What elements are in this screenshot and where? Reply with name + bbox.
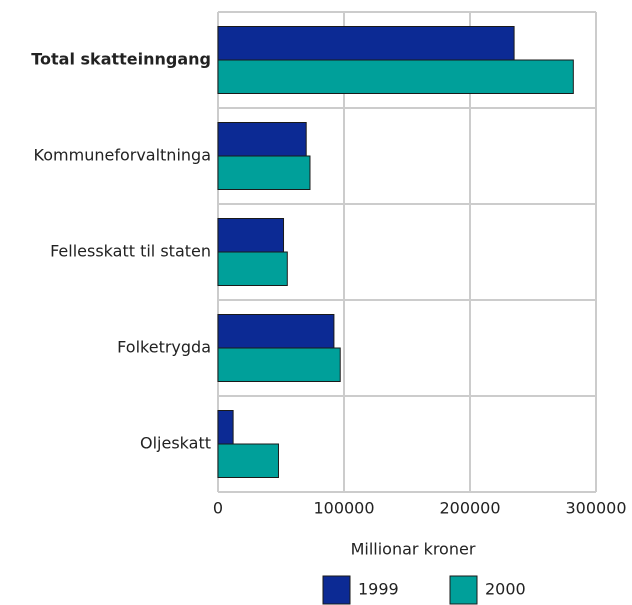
bar xyxy=(217,26,515,61)
y-tick-label: Oljeskatt xyxy=(140,434,211,453)
y-tick-label: Total skatteinngang xyxy=(31,50,211,69)
legend-swatch xyxy=(449,575,478,605)
bar xyxy=(217,251,288,286)
bar xyxy=(217,218,285,253)
legend-label: 2000 xyxy=(485,580,526,599)
bar xyxy=(217,410,234,445)
legend-swatch xyxy=(322,575,351,605)
y-tick-label: Kommuneforvaltninga xyxy=(34,146,211,165)
x-tick-label: 200000 xyxy=(439,499,500,518)
bar xyxy=(217,122,307,157)
x-axis-label: Millionar kroner xyxy=(351,540,476,559)
x-tick-label: 0 xyxy=(213,499,223,518)
bar xyxy=(217,155,311,190)
x-tick-label: 300000 xyxy=(565,499,626,518)
bar xyxy=(217,347,341,382)
y-tick-label: Fellesskatt til staten xyxy=(50,242,211,261)
legend-label: 1999 xyxy=(358,580,399,599)
bar xyxy=(217,314,335,349)
bar xyxy=(217,59,574,94)
y-tick-label: Folketrygda xyxy=(117,338,211,357)
bar xyxy=(217,443,279,478)
x-tick-label: 100000 xyxy=(313,499,374,518)
